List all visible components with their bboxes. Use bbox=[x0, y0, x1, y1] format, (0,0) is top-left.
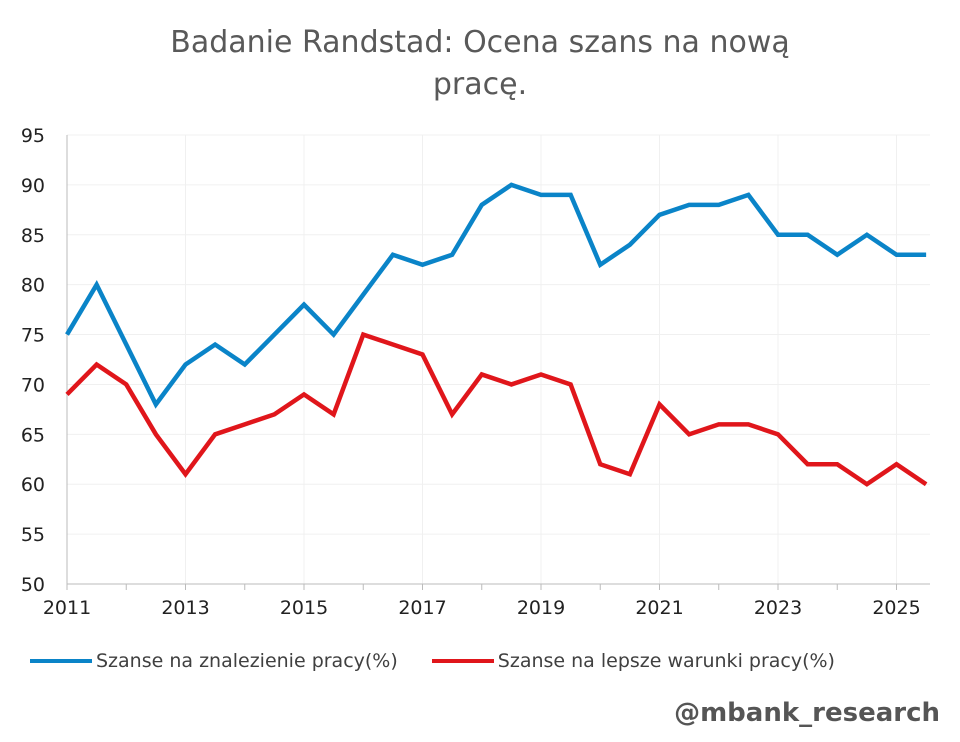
series-line-1 bbox=[65, 331, 928, 487]
x-tick-label: 2015 bbox=[280, 597, 328, 619]
legend-swatch bbox=[30, 659, 92, 663]
y-tick-label: 70 bbox=[21, 374, 45, 396]
title-line-2: pracę. bbox=[432, 67, 528, 102]
y-tick-label: 80 bbox=[21, 275, 45, 297]
title-line-1: Badanie Randstad: Ocena szans na nową bbox=[170, 25, 790, 60]
x-tick-label: 2011 bbox=[43, 597, 91, 619]
legend-label: Szanse na lepsze warunki pracy(%) bbox=[497, 650, 835, 672]
legend-item-blue: Szanse na znalezienie pracy(%) bbox=[30, 650, 398, 672]
chart-title: Badanie Randstad: Ocena szans na nową pr… bbox=[0, 22, 960, 106]
x-tick-label: 2017 bbox=[398, 597, 446, 619]
x-tick-label: 2023 bbox=[754, 597, 802, 619]
legend: Szanse na znalezienie pracy(%) Szanse na… bbox=[30, 650, 835, 672]
series-line-0 bbox=[65, 182, 927, 409]
y-tick-label: 75 bbox=[21, 325, 45, 347]
y-tick-label: 60 bbox=[21, 474, 45, 496]
legend-label: Szanse na znalezienie pracy(%) bbox=[96, 650, 398, 672]
y-tick-label: 95 bbox=[21, 125, 45, 147]
y-tick-label: 65 bbox=[21, 424, 45, 446]
x-tick-label: 2021 bbox=[635, 597, 683, 619]
x-tick-label: 2013 bbox=[161, 597, 209, 619]
x-tick-label: 2025 bbox=[872, 597, 920, 619]
legend-swatch bbox=[431, 659, 494, 663]
y-tick-label: 55 bbox=[21, 524, 45, 546]
y-tick-label: 90 bbox=[21, 175, 45, 197]
legend-item-red: Szanse na lepsze warunki pracy(%) bbox=[431, 650, 835, 672]
y-tick-label: 50 bbox=[21, 574, 45, 596]
y-tick-label: 85 bbox=[21, 225, 45, 247]
watermark: @mbank_research bbox=[674, 698, 940, 728]
x-tick-label: 2019 bbox=[517, 597, 565, 619]
